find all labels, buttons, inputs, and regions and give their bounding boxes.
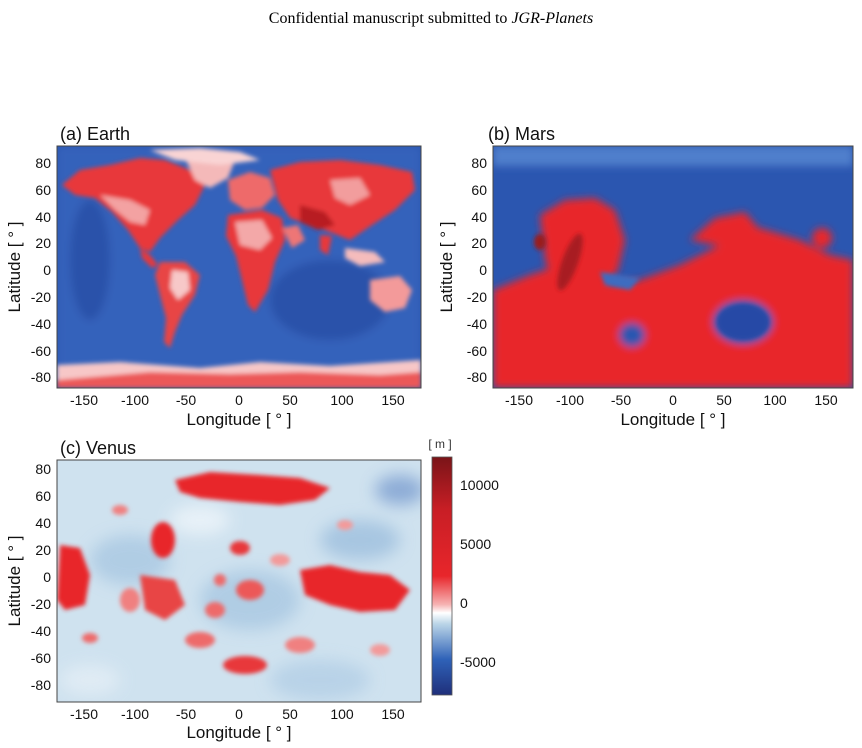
panel-title-venus: (c) Venus: [60, 438, 136, 458]
earth-x-ticks: -150 -100 -50 0 50 100 150: [70, 392, 405, 408]
y-tick: -20: [31, 596, 51, 612]
x-tick: 150: [814, 392, 838, 408]
earth-map: [57, 146, 421, 388]
journal-name: JGR-Planets: [511, 10, 594, 27]
x-tick: 0: [669, 392, 677, 408]
y-tick: -20: [31, 289, 51, 305]
y-tick: -80: [31, 369, 51, 385]
y-tick: -20: [467, 289, 487, 305]
colorbar: [ m ] 10000 5000 0 -5000: [428, 437, 499, 696]
mars-x-ticks: -150 -100 -50 0 50 100 150: [505, 392, 838, 408]
y-axis-label-earth: Latitude [ ° ]: [5, 222, 24, 313]
y-tick: 40: [35, 515, 51, 531]
x-axis-label-earth: Longitude [ ° ]: [186, 410, 291, 429]
panel-title-earth: (a) Earth: [60, 124, 130, 144]
x-tick: -100: [556, 392, 584, 408]
x-tick: 50: [282, 392, 298, 408]
y-tick: 60: [471, 182, 487, 198]
y-tick: 20: [35, 235, 51, 251]
colorbar-tick: -5000: [460, 654, 496, 670]
y-tick: -40: [31, 316, 51, 332]
venus-map: [57, 460, 421, 702]
x-tick: 100: [763, 392, 787, 408]
y-tick: -40: [467, 316, 487, 332]
y-tick: -60: [31, 650, 51, 666]
colorbar-tick: 0: [460, 595, 468, 611]
panel-title-mars: (b) Mars: [488, 124, 555, 144]
x-tick: 50: [716, 392, 732, 408]
y-tick: 0: [479, 262, 487, 278]
y-tick: -80: [31, 677, 51, 693]
x-tick: -100: [121, 706, 149, 722]
header-text: Confidential manuscript submitted to: [268, 10, 512, 27]
x-tick: 150: [381, 706, 405, 722]
colorbar-unit: [ m ]: [428, 437, 451, 451]
colorbar-gradient: [431, 456, 453, 696]
x-tick: -150: [70, 392, 98, 408]
venus-x-ticks: -150 -100 -50 0 50 100 150: [70, 706, 405, 722]
x-tick: 0: [235, 392, 243, 408]
y-tick: 60: [35, 488, 51, 504]
mars-map: [493, 146, 853, 388]
x-tick: -50: [176, 392, 196, 408]
mars-y-ticks: 80 60 40 20 0 -20 -40 -60 -80: [467, 155, 487, 385]
x-tick: -50: [611, 392, 631, 408]
y-tick: -80: [467, 369, 487, 385]
y-tick: -60: [31, 343, 51, 359]
panel-venus: (c) Venus: [5, 438, 422, 742]
y-tick: -60: [467, 343, 487, 359]
y-tick: -40: [31, 623, 51, 639]
colorbar-tick: 10000: [460, 477, 499, 493]
y-axis-label-venus: Latitude [ ° ]: [5, 536, 24, 627]
y-tick: 40: [471, 209, 487, 225]
x-axis-label-venus: Longitude [ ° ]: [186, 723, 291, 742]
x-axis-label-mars: Longitude [ ° ]: [620, 410, 725, 429]
y-tick: 20: [35, 542, 51, 558]
y-tick: 80: [35, 155, 51, 171]
x-tick: 50: [282, 706, 298, 722]
y-tick: 60: [35, 182, 51, 198]
x-tick: -150: [505, 392, 533, 408]
y-tick: 20: [471, 235, 487, 251]
y-axis-label-mars: Latitude [ ° ]: [437, 222, 456, 313]
x-tick: -150: [70, 706, 98, 722]
colorbar-tick: 5000: [460, 536, 491, 552]
x-tick: 0: [235, 706, 243, 722]
y-tick: 40: [35, 209, 51, 225]
x-tick: -50: [176, 706, 196, 722]
x-tick: 150: [381, 392, 405, 408]
x-tick: -100: [121, 392, 149, 408]
page-header: Confidential manuscript submitted to JGR…: [0, 10, 862, 28]
y-tick: 80: [35, 461, 51, 477]
y-tick: 0: [43, 262, 51, 278]
panel-mars: (b) Mars: [437, 124, 854, 429]
x-tick: 100: [330, 706, 354, 722]
x-tick: 100: [330, 392, 354, 408]
panel-earth: (a) Earth: [5, 124, 422, 429]
y-tick: 80: [471, 155, 487, 171]
y-tick: 0: [43, 569, 51, 585]
earth-y-ticks: 80 60 40 20 0 -20 -40 -60 -80: [31, 155, 51, 385]
venus-y-ticks: 80 60 40 20 0 -20 -40 -60 -80: [31, 461, 51, 693]
